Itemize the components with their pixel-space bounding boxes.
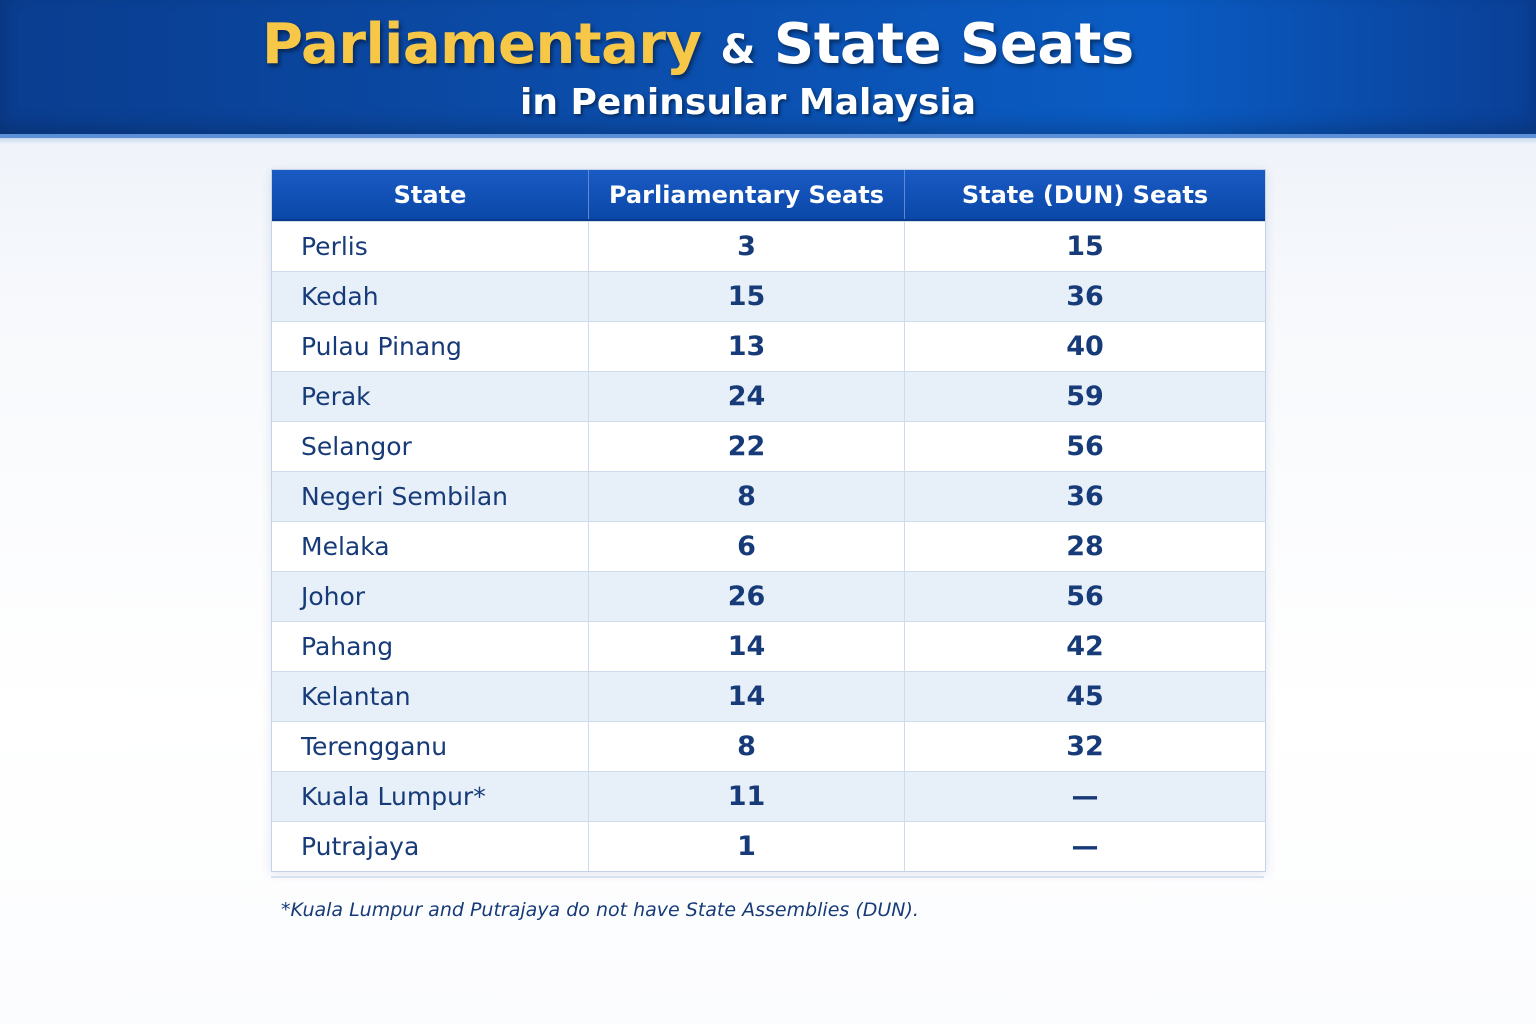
state-cell: Pahang: [301, 632, 394, 661]
table-row: Johor 26 56: [272, 571, 1265, 621]
state-cell: Kelantan: [301, 682, 411, 711]
parliamentary-cell: 1: [588, 822, 904, 871]
table-row: Kedah 15 36: [272, 271, 1265, 321]
parliamentary-cell: 24: [588, 372, 904, 421]
table-row: Putrajaya 1 —: [272, 821, 1265, 871]
state-cell: Selangor: [301, 432, 412, 461]
header-divider-shadow: [0, 138, 1536, 144]
table-row: Kelantan 14 45: [272, 671, 1265, 721]
dun-cell: 56: [904, 422, 1265, 471]
dun-cell: 45: [904, 672, 1265, 721]
parliamentary-cell: 14: [588, 672, 904, 721]
header-banner: [0, 0, 1536, 134]
table-row: Perak 24 59: [272, 371, 1265, 421]
table-row: Negeri Sembilan 8 36: [272, 471, 1265, 521]
table-row: Pahang 14 42: [272, 621, 1265, 671]
parliamentary-cell: 8: [588, 722, 904, 771]
parliamentary-cell: 6: [588, 522, 904, 571]
dun-cell: 28: [904, 522, 1265, 571]
dun-cell: 59: [904, 372, 1265, 421]
seats-table: State Parliamentary Seats State (DUN) Se…: [271, 169, 1266, 872]
dun-cell: —: [904, 772, 1265, 821]
state-cell: Perak: [301, 382, 371, 411]
parliamentary-cell: 26: [588, 572, 904, 621]
dun-cell: 32: [904, 722, 1265, 771]
dun-cell: 36: [904, 472, 1265, 521]
dun-cell: 42: [904, 622, 1265, 671]
state-cell: Kuala Lumpur*: [301, 782, 486, 811]
table-header: State Parliamentary Seats State (DUN) Se…: [272, 170, 1265, 221]
state-cell: Melaka: [301, 532, 390, 561]
parliamentary-cell: 15: [588, 272, 904, 321]
title-state-seats: State Seats: [773, 12, 1134, 77]
dun-cell: 15: [904, 222, 1265, 271]
table-row: Selangor 22 56: [272, 421, 1265, 471]
title-parliamentary: Parliamentary: [262, 12, 702, 77]
parliamentary-cell: 13: [588, 322, 904, 371]
dun-cell: —: [904, 822, 1265, 871]
dun-cell: 40: [904, 322, 1265, 371]
dun-cell: 56: [904, 572, 1265, 621]
state-cell: Pulau Pinang: [301, 332, 462, 361]
parliamentary-cell: 11: [588, 772, 904, 821]
table-row: Melaka 6 28: [272, 521, 1265, 571]
state-cell: Terengganu: [301, 732, 448, 761]
column-header-dun: State (DUN) Seats: [904, 170, 1265, 219]
footnote: *Kuala Lumpur and Putrajaya do not have …: [281, 899, 919, 921]
table-row: Terengganu 8 32: [272, 721, 1265, 771]
state-cell: Johor: [301, 582, 366, 611]
state-cell: Kedah: [301, 282, 379, 311]
table-row: Kuala Lumpur* 11 —: [272, 771, 1265, 821]
column-header-parliamentary: Parliamentary Seats: [588, 170, 904, 219]
dun-cell: 36: [904, 272, 1265, 321]
table-underline: [271, 876, 1264, 878]
page-subtitle: in Peninsular Malaysia: [520, 82, 977, 123]
page-title: Parliamentary & State Seats: [262, 10, 1134, 85]
header-divider: [0, 134, 1536, 138]
state-cell: Putrajaya: [301, 832, 420, 861]
table-row: Pulau Pinang 13 40: [272, 321, 1265, 371]
parliamentary-cell: 14: [588, 622, 904, 671]
column-header-state: State: [393, 180, 467, 209]
parliamentary-cell: 8: [588, 472, 904, 521]
parliamentary-cell: 3: [588, 222, 904, 271]
title-ampersand: &: [720, 27, 756, 73]
parliamentary-cell: 22: [588, 422, 904, 471]
state-cell: Negeri Sembilan: [301, 482, 509, 511]
state-cell: Perlis: [301, 232, 368, 261]
table-row: Perlis 3 15: [272, 221, 1265, 271]
